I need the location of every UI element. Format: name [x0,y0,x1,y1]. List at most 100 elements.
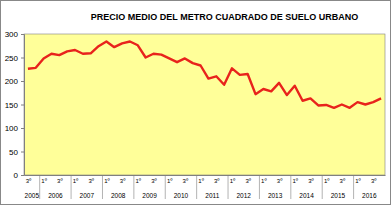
x-tick: 1º [230,178,236,184]
y-tick-label: 0 [14,171,19,180]
x-tick-label: 1º [324,178,330,184]
y-tick-label: 100 [5,124,19,133]
title: PRECIO MEDIO DEL METRO CUADRADO DE SUELO… [91,12,358,22]
group-separator [102,175,103,199]
y-tick-label: 250 [5,54,19,63]
x-tick: 3º [214,178,220,184]
x-tick-label: 3º [340,178,346,184]
x-tick-label: 1º [41,178,47,184]
x-tick-label: 1º [167,178,173,184]
group-label: 2008 [111,192,126,199]
y-tick: 50 [9,148,24,157]
y-tick: 100 [5,124,24,133]
x-tick-label: 3º [120,178,126,184]
x-tick: 1º [198,178,204,184]
y-tick: 0 [14,171,24,180]
x-tick: 3º [371,178,377,184]
y-tick-mark [21,175,24,176]
x-tick-label: 3º [88,178,94,184]
group-label: 2013 [268,192,283,199]
y-tick: 300 [5,30,24,39]
chart-frame [1,1,391,205]
x-tick-label: 3º [371,178,377,184]
x-tick-label: 1º [136,178,142,184]
plot: 0501001502002503003º1º3º1º3º1º3º1º3º1º3º… [5,30,386,199]
x-tick-label: 3º [277,178,283,184]
x-tick: 1º [136,178,142,184]
group-label: 2009 [142,192,157,199]
x-tick: 3º [151,178,157,184]
y-tick-label: 300 [5,30,19,39]
x-tick: 1º [41,178,47,184]
group-separator [290,175,291,199]
x-tick-label: 1º [104,178,110,184]
x-tick-label: 1º [292,178,298,184]
group-separator [259,175,260,199]
x-tick-label: 3º [151,178,157,184]
x-tick: 3º [245,178,251,184]
y-tick-mark [21,152,24,153]
x-tick: 3º [308,178,314,184]
x-tick-label: 1º [73,178,79,184]
y-tick: 250 [5,54,24,63]
x-tick: 3º [88,178,94,184]
group-label: 2006 [48,192,63,199]
x-axis-line [25,175,386,176]
group-label: 2005 [25,192,40,199]
x-tick: 3º [277,178,283,184]
x-tick: 3º [340,178,346,184]
x-tick-label: 1º [355,178,361,184]
x-tick-label: 1º [230,178,236,184]
group-separator [39,175,40,199]
chart: PRECIO MEDIO DEL METRO CUADRADO DE SUELO… [0,0,391,205]
group-separator [165,175,166,199]
y-tick-mark [21,58,24,59]
group-separator [322,175,323,199]
group-label: 2007 [80,192,95,199]
x-tick-label: 3º [57,178,63,184]
x-axis: 3º 1º 3º 1º 3º 1º 3º 1º 3º 1º 3º 1º 3º 1º 3º 1º 3º 1º 3º 1º… [25,176,386,185]
x-tick: 3º [57,178,63,184]
y-tick-label: 200 [5,77,19,86]
x-tick: 1º [324,178,330,184]
group-label: 2012 [237,192,252,199]
x-tick: 3º [120,178,126,184]
y-tick-label: 150 [5,101,19,110]
x-tick: 1º [167,178,173,184]
x-tick-label: 3º [183,178,189,184]
y-tick-mark [21,81,24,82]
group-separator [133,175,134,199]
x-tick: 3º [26,178,32,184]
group-label: 2011 [205,192,219,199]
y-axis: 0 50 100 150 200 250 300 [5,30,25,180]
x-tick-label: 3º [308,178,314,184]
group-label: 2014 [299,192,314,199]
y-tick-mark [21,105,24,106]
group-separator [196,175,197,199]
group-label: 2016 [362,192,377,199]
x-tick: 1º [355,178,361,184]
x-groups: 2005 2006 2007 2008 2009 2010 2011 2012 2013 2014… [25,175,377,199]
group-label: 2010 [174,192,189,199]
x-tick: 1º [292,178,298,184]
group-separator [353,175,354,199]
x-tick-label: 3º [245,178,251,184]
y-tick: 200 [5,77,24,86]
x-tick-label: 3º [214,178,220,184]
group-separator [228,175,229,199]
y-tick-label: 50 [9,148,18,157]
x-tick: 1º [261,178,267,184]
plot-area [24,34,385,175]
x-tick: 3º [183,178,189,184]
x-tick: 1º [104,178,110,184]
x-tick-label: 1º [261,178,267,184]
x-tick: 1º [73,178,79,184]
y-tick: 150 [5,101,24,110]
marks [28,42,381,108]
x-tick-label: 3º [26,178,32,184]
y-tick-mark [21,128,24,129]
line [28,42,381,108]
y-axis-line [21,35,25,176]
x-tick-label: 1º [198,178,204,184]
group-separator [71,175,72,199]
